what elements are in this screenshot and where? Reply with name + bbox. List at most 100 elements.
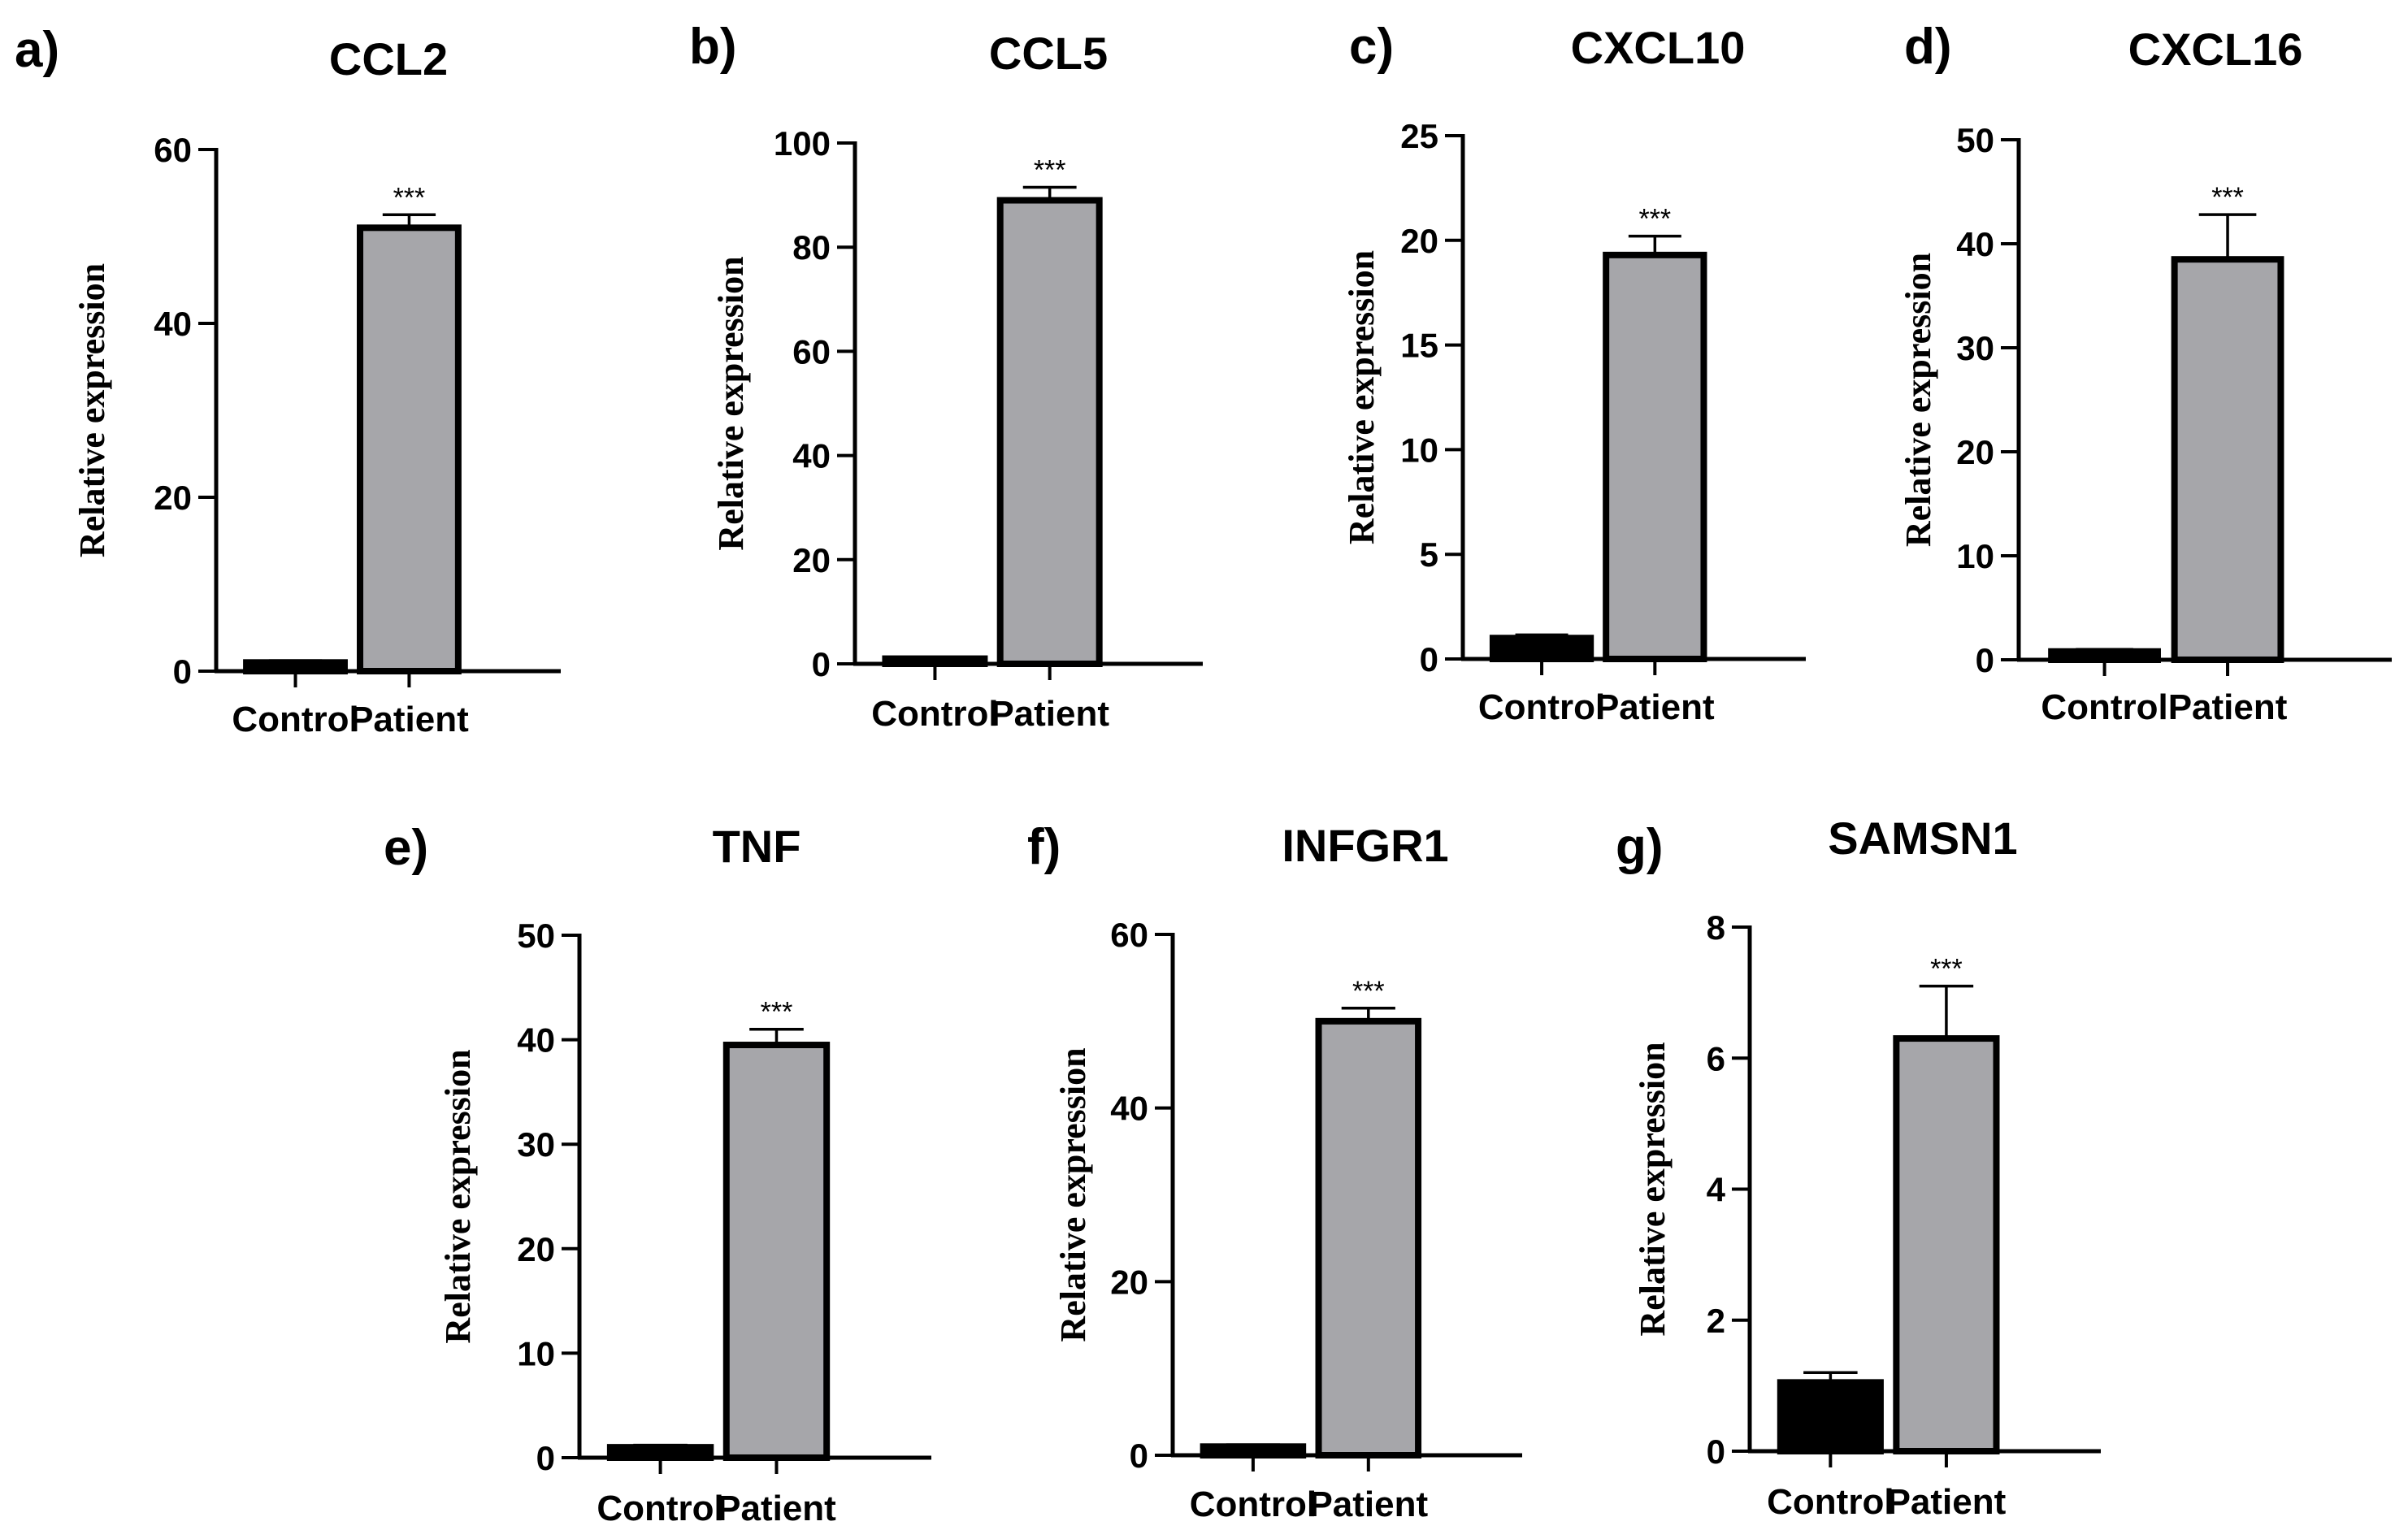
- panel-letter: c): [1349, 19, 1394, 75]
- chart-panel-samsn1: g) SAMSN1 Relative expression 0 2 4 6 8 ControlP…: [1616, 813, 2101, 1522]
- panel-letter: g): [1616, 819, 1664, 875]
- x-tick-label: Control: [597, 1489, 723, 1528]
- y-tick-label: 20: [1400, 222, 1438, 260]
- bar-patient: [2171, 256, 2284, 663]
- y-tick-label: 40: [1956, 225, 1994, 263]
- y-axis-title: Relative expression: [1342, 250, 1382, 544]
- y-tick-label: 5: [1420, 535, 1438, 574]
- bar-patient: [357, 224, 462, 674]
- chart-panel-ccl2: a) CCL2 Relative expression 0 20 40 60 ControlP…: [15, 22, 561, 739]
- x-tick-label: Patient: [349, 700, 469, 739]
- panel-letter: a): [15, 22, 59, 78]
- x-tick-label: Control: [1767, 1482, 1894, 1522]
- chart-panel-tnf: e) TNF Relative expression 0 10 20 30 40 50 Contr…: [384, 820, 931, 1528]
- y-tick-label: 60: [154, 131, 192, 169]
- bar-control: [882, 655, 988, 668]
- panel-letter: b): [689, 19, 737, 75]
- y-tick-label: 60: [1110, 916, 1148, 954]
- y-tick-label: 10: [1956, 537, 1994, 575]
- bar-patient: [1315, 1017, 1422, 1459]
- x-tick-label: Patient: [2168, 687, 2288, 727]
- y-tick-label: 20: [517, 1230, 555, 1268]
- x-tick-label: Control: [232, 700, 358, 739]
- y-tick-label: 50: [517, 917, 555, 955]
- chart-panel-cxcl10: c) CXCL10 Relative expression 0 5 10 15 20 25 Con…: [1342, 19, 1806, 727]
- bar-control: [1489, 635, 1594, 662]
- bar-patient: [996, 197, 1103, 667]
- y-axis-title: Relative expression: [72, 263, 112, 557]
- significance-label: ***: [393, 182, 426, 213]
- significance-label: ***: [1034, 154, 1066, 185]
- x-tick-label: Patient: [1595, 687, 1715, 727]
- y-tick-label: 25: [1400, 117, 1438, 155]
- bar-patient: [1893, 1035, 2000, 1454]
- chart-title: TNF: [713, 821, 801, 872]
- x-tick-label: Control: [1190, 1484, 1317, 1524]
- chart-panel-cxcl16: d) CXCL16 Relative expression 0 10 20 30 40 50 Co…: [1898, 19, 2392, 727]
- panel-letter: f): [1027, 819, 1061, 875]
- chart-title: SAMSN1: [1828, 813, 2017, 864]
- y-tick-label: 0: [1420, 640, 1438, 678]
- panel-letter: e): [384, 820, 428, 876]
- significance-label: ***: [1638, 204, 1671, 235]
- y-axis-title: Relative expression: [1898, 253, 1938, 547]
- significance-label: ***: [1930, 954, 1963, 985]
- x-tick-label: Control: [871, 694, 998, 734]
- y-tick-label: 0: [536, 1439, 555, 1477]
- y-tick-label: 6: [1707, 1039, 1725, 1077]
- chart-title: CXCL10: [1571, 22, 1746, 73]
- bar-patient: [1603, 251, 1707, 662]
- y-tick-label: 80: [792, 228, 831, 267]
- y-tick-label: 40: [1110, 1090, 1148, 1128]
- chart-title: CCL2: [329, 33, 448, 85]
- chart-panel-infgr1: f) INFGR1 Relative expression 0 20 40 60 Contro…: [1027, 819, 1522, 1524]
- y-tick-label: 100: [774, 124, 831, 163]
- y-tick-label: 40: [154, 305, 192, 343]
- panel-letter: d): [1904, 19, 1952, 75]
- y-tick-label: 20: [1956, 433, 1994, 471]
- x-tick-label: Patient: [990, 694, 1109, 734]
- y-tick-label: 4: [1707, 1171, 1726, 1209]
- y-axis-title: Relative expression: [711, 256, 751, 550]
- y-tick-label: 2: [1707, 1302, 1725, 1340]
- y-tick-label: 20: [792, 541, 831, 579]
- bar-control: [243, 659, 348, 674]
- y-tick-label: 0: [173, 652, 192, 691]
- y-tick-label: 0: [1130, 1437, 1148, 1475]
- y-tick-label: 0: [1976, 641, 1994, 679]
- y-tick-label: 8: [1707, 908, 1725, 947]
- x-tick-label: Patient: [1308, 1484, 1428, 1524]
- chart-title: CCL5: [989, 28, 1108, 79]
- bar-control: [1200, 1443, 1307, 1458]
- chart-title: CXCL16: [2128, 24, 2303, 75]
- y-tick-label: 0: [812, 645, 831, 683]
- x-tick-label: Control: [1478, 687, 1605, 727]
- chart-title: INFGR1: [1282, 820, 1448, 871]
- y-tick-label: 20: [154, 479, 192, 517]
- y-axis-title: Relative expression: [1633, 1042, 1673, 1336]
- y-tick-label: 40: [517, 1021, 555, 1060]
- y-tick-label: 20: [1110, 1263, 1148, 1301]
- y-tick-label: 30: [1956, 329, 1994, 367]
- y-axis-title: Relative expression: [1053, 1047, 1093, 1341]
- bar-control: [606, 1444, 714, 1462]
- bar-control: [2048, 648, 2161, 664]
- significance-label: ***: [2211, 182, 2244, 213]
- y-tick-label: 15: [1400, 327, 1438, 365]
- chart-panel-ccl5: b) CCL5 Relative expression 0 20 40 60 80 100 Con…: [689, 19, 1203, 734]
- y-tick-label: 10: [517, 1334, 555, 1372]
- y-tick-label: 10: [1400, 431, 1438, 469]
- y-tick-label: 40: [792, 437, 831, 475]
- significance-label: ***: [761, 997, 793, 1028]
- bar-patient: [722, 1042, 831, 1462]
- x-tick-label: Patient: [717, 1489, 836, 1528]
- y-tick-label: 50: [1956, 121, 1994, 159]
- x-tick-label: Control: [2041, 687, 2167, 727]
- significance-label: ***: [1352, 976, 1385, 1007]
- y-axis-title: Relative expression: [438, 1049, 478, 1343]
- y-tick-label: 60: [792, 332, 831, 371]
- y-tick-label: 30: [517, 1125, 555, 1164]
- x-tick-label: Patient: [1887, 1482, 2007, 1522]
- y-tick-label: 0: [1707, 1432, 1725, 1471]
